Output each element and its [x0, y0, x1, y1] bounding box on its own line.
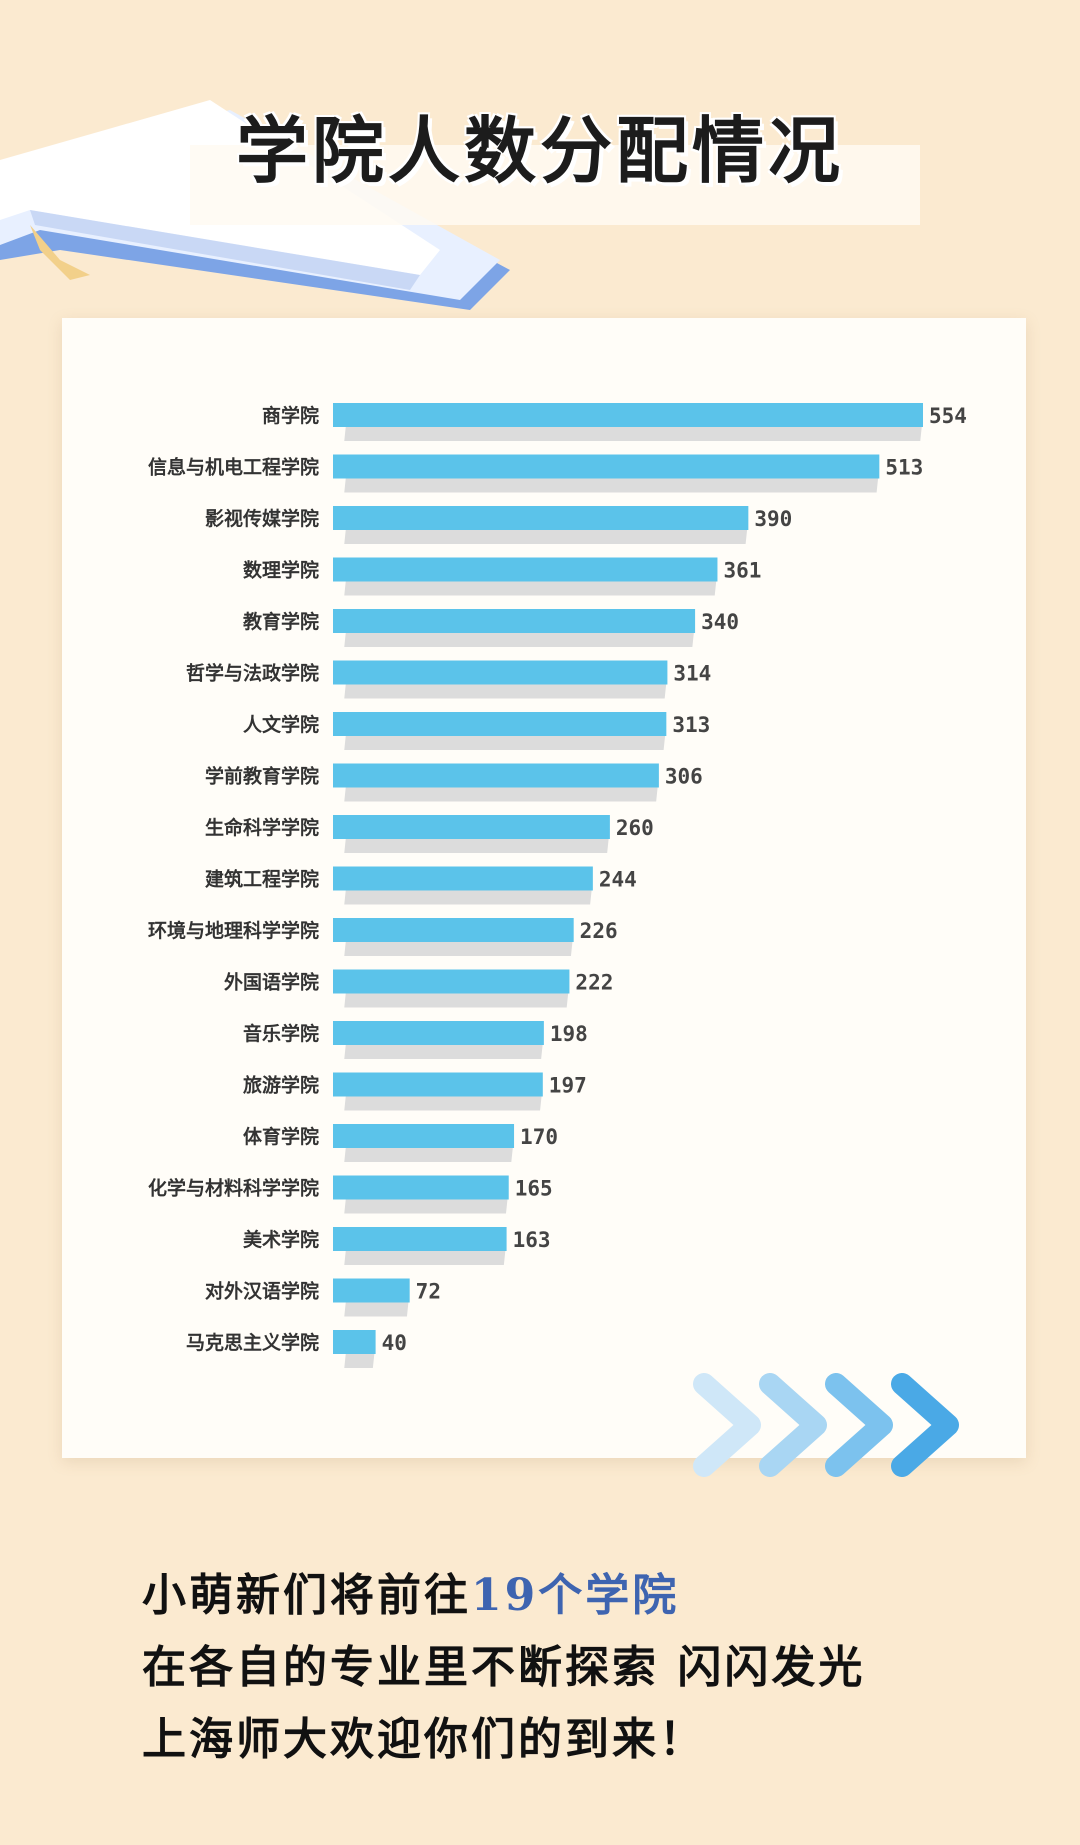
bar	[333, 1124, 515, 1148]
bar	[333, 1175, 509, 1200]
title-backdrop	[190, 145, 920, 225]
bar	[333, 403, 923, 427]
category-label: 哲学与法政学院	[186, 662, 319, 685]
bar	[333, 609, 696, 633]
value-label: 198	[550, 1022, 588, 1046]
chart-card: 商学院 554 信息与机电工程学院 513 影视传媒学院 390 数理学院 361 教育学院 34…	[62, 318, 1026, 1458]
category-label: 化学与材料科学学院	[148, 1177, 319, 1200]
bar-chart: 商学院 554 信息与机电工程学院 513 影视传媒学院 390 数理学院 361 教育学院 34…	[148, 403, 967, 1368]
category-label: 美术学院	[243, 1228, 319, 1251]
category-label: 体育学院	[243, 1125, 319, 1148]
closing-message: 小萌新们将前往19个学院 在各自的专业里不断探索 闪闪发光 上海师大欢迎你们的到…	[142, 1560, 865, 1776]
bar	[333, 506, 749, 530]
bar	[333, 1072, 543, 1097]
bar	[333, 763, 659, 788]
value-label: 513	[885, 456, 923, 480]
category-label: 生命科学学院	[205, 816, 319, 839]
category-label: 建筑工程学院	[205, 868, 319, 891]
category-label: 信息与机电工程学院	[148, 456, 319, 479]
value-label: 170	[520, 1125, 558, 1149]
bar	[333, 1278, 410, 1303]
bar	[333, 969, 570, 994]
category-label: 对外汉语学院	[205, 1280, 319, 1303]
value-label: 340	[701, 610, 739, 634]
category-label: 旅游学院	[243, 1074, 319, 1097]
category-label: 教育学院	[243, 610, 319, 633]
bar	[333, 712, 667, 736]
value-label: 226	[580, 919, 618, 943]
closing-line-1-text: 小萌新们将前往	[142, 1570, 471, 1621]
category-label: 音乐学院	[243, 1022, 319, 1045]
category-label: 数理学院	[243, 559, 319, 582]
value-label: 390	[754, 507, 792, 531]
closing-line-2: 在各自的专业里不断探索 闪闪发光	[142, 1642, 866, 1693]
page-title: 学院人数分配情况	[235, 109, 844, 193]
value-label: 260	[616, 816, 654, 840]
value-label: 306	[665, 765, 703, 789]
bar	[333, 866, 593, 891]
value-label: 314	[673, 662, 711, 686]
value-label: 222	[575, 971, 613, 995]
closing-line-1: 小萌新们将前往19个学院	[142, 1560, 865, 1632]
value-label: 163	[513, 1228, 551, 1252]
bar	[333, 815, 610, 839]
college-count-highlight: 19个学院	[471, 1570, 680, 1621]
bar	[333, 1330, 376, 1354]
category-label: 商学院	[262, 404, 319, 427]
value-label: 40	[382, 1331, 407, 1355]
bar	[333, 660, 668, 685]
category-label: 外国语学院	[224, 971, 319, 994]
category-label: 学前教育学院	[205, 765, 319, 788]
value-label: 165	[515, 1177, 553, 1201]
chevron-arrows-decoration	[693, 1373, 959, 1477]
bar	[333, 557, 718, 582]
value-label: 361	[723, 559, 761, 583]
category-label: 人文学院	[243, 713, 319, 736]
value-label: 244	[599, 868, 637, 892]
category-label: 影视传媒学院	[205, 507, 319, 530]
bar	[333, 918, 574, 942]
category-label: 环境与地理科学学院	[148, 919, 319, 942]
value-label: 197	[549, 1074, 587, 1098]
value-label: 313	[672, 713, 710, 737]
value-label: 554	[929, 404, 967, 428]
value-label: 72	[416, 1280, 441, 1304]
closing-line-3: 上海师大欢迎你们的到来！	[142, 1714, 706, 1765]
bar	[333, 1227, 507, 1251]
bar	[333, 454, 880, 479]
bar	[333, 1021, 544, 1045]
category-label: 马克思主义学院	[186, 1331, 319, 1354]
